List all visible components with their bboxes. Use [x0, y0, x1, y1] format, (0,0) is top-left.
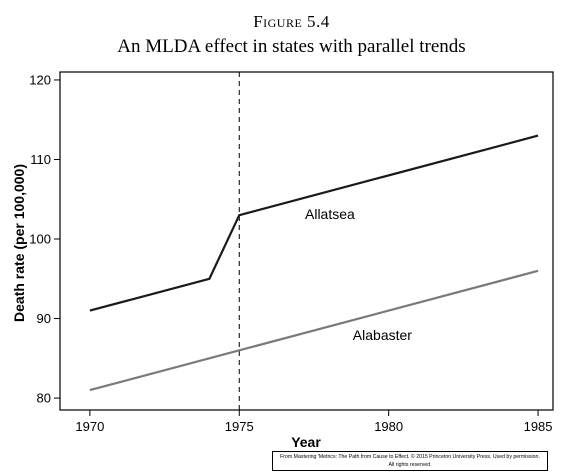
y-tick-label: 120: [29, 72, 51, 87]
figure-label: Figure 5.4: [253, 12, 330, 31]
plot-frame: [59, 71, 554, 411]
y-tick-label: 90: [37, 311, 51, 326]
series-line-allatsea: [89, 134, 539, 312]
y-tick-label: 100: [29, 232, 51, 247]
series-label-allatsea: Allatsea: [305, 206, 355, 222]
x-tick-label: 1970: [75, 419, 104, 434]
series-line-alabaster: [89, 269, 539, 392]
credit-line-2: All rights reserved.: [388, 462, 432, 468]
x-tick-label: 1980: [374, 419, 403, 434]
y-tick-label: 80: [37, 391, 51, 406]
x-axis-label: Year: [291, 434, 321, 450]
series-lines: [89, 72, 539, 410]
credit-box: From Mastering 'Metrics: The Path from C…: [272, 451, 548, 471]
credit-line-1: From Mastering 'Metrics: The Path from C…: [280, 454, 540, 460]
axis-ticks: 1970 1975 1980 1985 80 90 100 110 120: [29, 72, 552, 434]
x-tick-label: 1975: [225, 419, 254, 434]
series-label-alabaster: Alabaster: [353, 327, 412, 343]
y-axis-label: Death rate (per 100,000): [11, 164, 27, 322]
chart-title: An MLDA effect in states with parallel t…: [117, 36, 466, 57]
series-labels: Allatsea Alabaster: [305, 206, 412, 343]
y-tick-label: 110: [30, 152, 51, 167]
x-tick-label: 1985: [524, 419, 553, 434]
